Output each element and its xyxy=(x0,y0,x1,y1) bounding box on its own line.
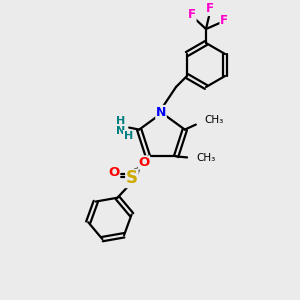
Text: N: N xyxy=(116,126,125,136)
Text: H: H xyxy=(116,116,125,126)
Text: O: O xyxy=(108,166,119,179)
Text: F: F xyxy=(188,8,196,22)
Text: S: S xyxy=(126,169,138,188)
Text: O: O xyxy=(138,156,149,169)
Text: CH₃: CH₃ xyxy=(196,153,215,164)
Text: N: N xyxy=(156,106,166,118)
Text: CH₃: CH₃ xyxy=(205,115,224,124)
Text: F: F xyxy=(220,14,228,26)
Text: H: H xyxy=(124,130,133,141)
Text: F: F xyxy=(206,2,214,16)
